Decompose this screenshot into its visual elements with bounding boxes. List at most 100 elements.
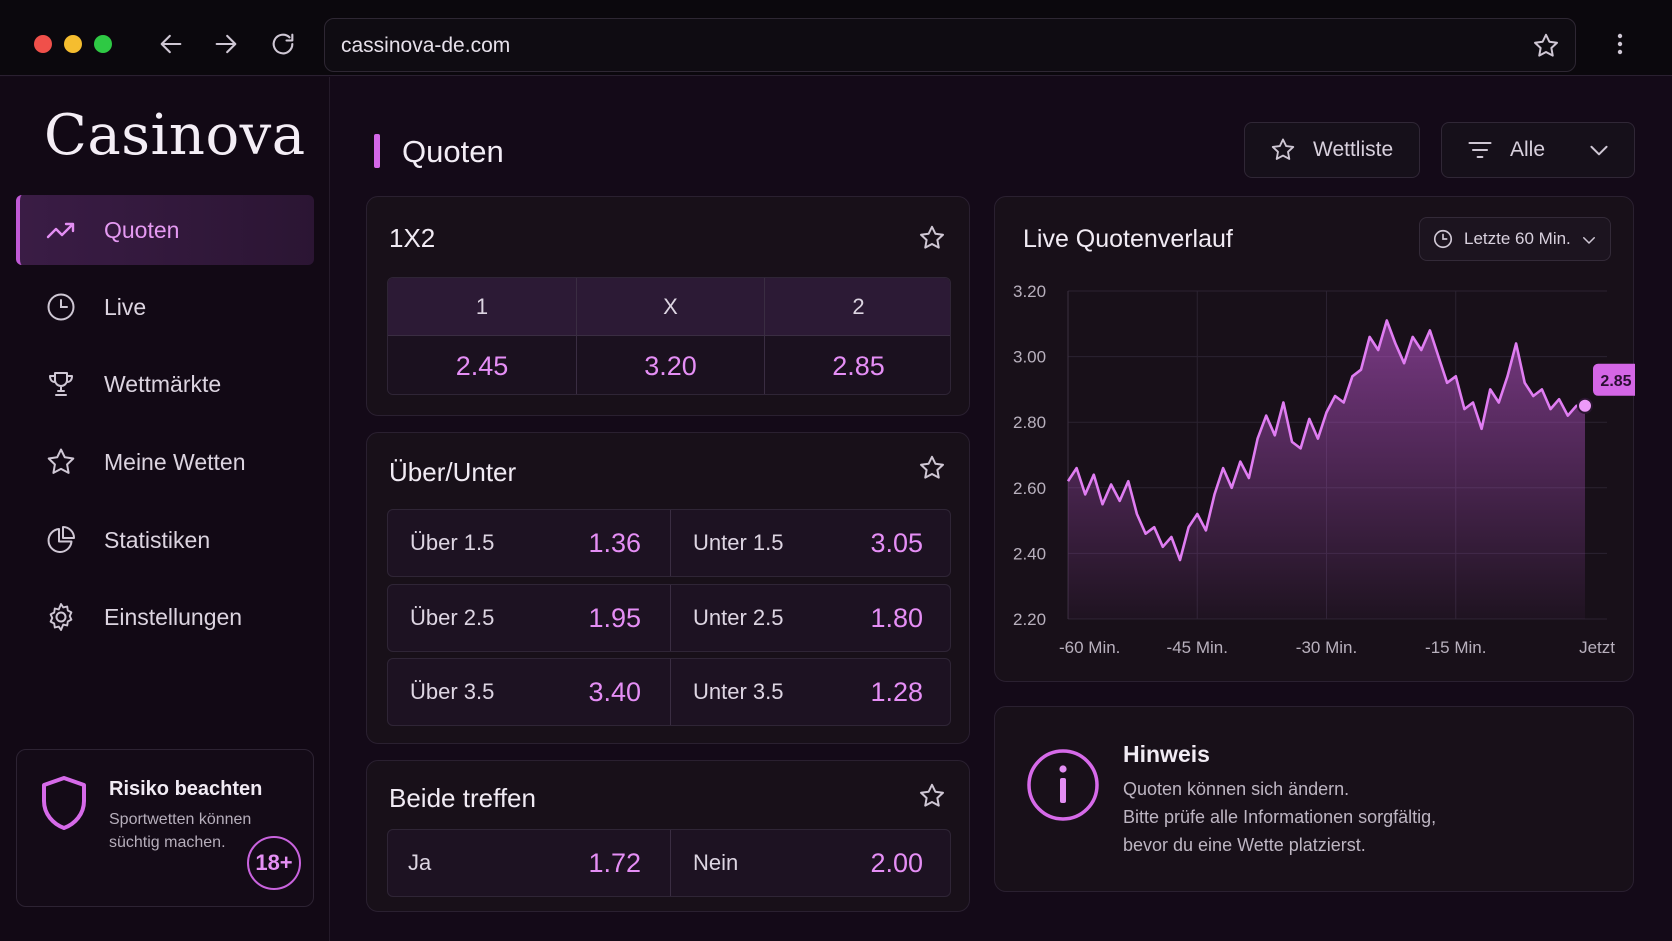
risk-text-line: Sportwetten können <box>109 811 252 828</box>
odds-option-over[interactable]: Über 3.5 3.40 <box>388 659 669 725</box>
x-tick-label: Jetzt <box>1579 638 1615 657</box>
star-icon[interactable] <box>917 223 947 253</box>
notice-line: Quoten können sich ändern. <box>1123 779 1350 799</box>
odds-value: 1.28 <box>870 676 923 707</box>
back-button[interactable] <box>153 26 189 62</box>
notice-line: Bitte prüfe alle Informationen sorgfälti… <box>1123 807 1437 827</box>
sidebar-item-label: Meine Wetten <box>104 448 246 475</box>
y-tick-label: 3.00 <box>1013 348 1046 367</box>
odds-option-2[interactable]: 2 2.85 <box>764 278 950 394</box>
odds-option-over[interactable]: Über 2.5 1.95 <box>388 585 669 651</box>
chevron-down-icon <box>1590 145 1608 156</box>
sidebar-item-label: Statistiken <box>104 526 211 553</box>
y-tick-label: 2.20 <box>1013 610 1046 629</box>
y-tick-label: 2.80 <box>1013 413 1046 432</box>
page-title-accent <box>374 134 380 168</box>
odds-option-1[interactable]: 1 2.45 <box>388 278 576 394</box>
odds-option-over[interactable]: Über 1.5 1.36 <box>388 510 669 576</box>
market-title: Beide treffen <box>389 783 536 813</box>
sidebar-item-meine-wetten[interactable]: Meine Wetten <box>16 427 314 497</box>
pie-chart-icon <box>44 523 78 557</box>
chart-title: Live Quotenverlauf <box>1023 225 1233 253</box>
risk-text: Sportwetten können süchtig machen. <box>109 808 269 854</box>
risk-text-line: süchtig machen. <box>109 834 226 851</box>
x-tick-label: -45 Min. <box>1167 638 1228 657</box>
odds-row: Über 1.5 1.36 Unter 1.5 3.05 <box>387 509 951 577</box>
odds-value: 1.80 <box>870 602 923 633</box>
sidebar-item-label: Live <box>104 293 147 320</box>
reload-button[interactable] <box>265 26 301 62</box>
current-value-point <box>1577 397 1593 414</box>
sidebar-item-quoten[interactable]: Quoten <box>16 195 314 265</box>
arrow-right-icon <box>215 34 237 54</box>
sidebar-item-live[interactable]: Live <box>16 272 314 342</box>
sidebar-item-label: Wettmärkte <box>104 370 222 397</box>
odds-value: 3.40 <box>588 676 641 707</box>
clock-icon <box>44 290 78 324</box>
odds-value: 3.20 <box>577 336 764 394</box>
odds-option-under[interactable]: Unter 1.5 3.05 <box>670 510 951 576</box>
time-range-dropdown[interactable]: Letzte 60 Min. <box>1419 217 1611 261</box>
page-title: Quoten <box>402 134 504 169</box>
series-line <box>1066 319 1585 562</box>
odds-option-label: Unter 3.5 <box>693 679 784 704</box>
odds-row: Ja 1.72 Nein 2.00 <box>387 829 951 897</box>
notice-title: Hinweis <box>1123 741 1210 767</box>
risk-title: Risiko beachten <box>109 778 263 800</box>
brand-logo[interactable]: Casinova <box>44 103 306 168</box>
filter-label: Alle <box>1510 138 1546 161</box>
odds-row: Über 2.5 1.95 Unter 2.5 1.80 <box>387 584 951 652</box>
odds-value: 2.85 <box>765 336 950 394</box>
sidebar-item-einstellungen[interactable]: Einstellungen <box>16 582 314 652</box>
bookmark-star-icon[interactable] <box>1531 31 1561 61</box>
odds-option-label: X <box>577 278 764 336</box>
current-value-badge <box>1593 363 1635 396</box>
more-vertical-icon <box>1617 33 1623 55</box>
star-icon[interactable] <box>917 781 947 811</box>
odds-option-yes[interactable]: Ja 1.72 <box>388 830 669 896</box>
star-icon <box>1271 138 1295 160</box>
watchlist-label: Wettliste <box>1313 138 1394 161</box>
odds-option-under[interactable]: Unter 3.5 1.28 <box>670 659 951 725</box>
odds-grid-1x2: 1 2.45 X 3.20 2 2.85 <box>387 277 951 395</box>
odds-option-label: Nein <box>693 850 739 875</box>
shield-icon <box>42 776 86 830</box>
market-card-over-under: Über/Unter Über 1.5 1.36 Unter 1.5 3.05 … <box>366 432 970 744</box>
close-window-button[interactable] <box>34 35 52 53</box>
odds-option-label: Über 2.5 <box>410 605 495 630</box>
market-card-both-score: Beide treffen Ja 1.72 Nein 2.00 <box>366 760 970 912</box>
market-card-1x2: 1X2 1 2.45 X 3.20 2 2.85 <box>366 196 970 416</box>
star-icon[interactable] <box>917 453 947 483</box>
sidebar-item-statistiken[interactable]: Statistiken <box>16 505 314 575</box>
odds-row: Über 3.5 3.40 Unter 3.5 1.28 <box>387 658 951 726</box>
y-tick-label: 2.60 <box>1013 479 1046 498</box>
market-title: 1X2 <box>389 223 436 253</box>
odds-option-x[interactable]: X 3.20 <box>576 278 764 394</box>
x-tick-label: -60 Min. <box>1059 638 1120 657</box>
notice-line: bevor du eine Wette platzierst. <box>1123 835 1366 855</box>
trophy-icon <box>44 367 78 401</box>
reload-icon <box>272 33 294 55</box>
maximize-window-button[interactable] <box>94 35 112 53</box>
odds-option-under[interactable]: Unter 2.5 1.80 <box>670 585 951 651</box>
star-icon <box>44 445 78 479</box>
odds-value: 1.95 <box>588 602 641 633</box>
watchlist-button[interactable]: Wettliste <box>1244 122 1420 178</box>
browser-menu-button[interactable] <box>1606 26 1634 62</box>
minimize-window-button[interactable] <box>64 35 82 53</box>
sidebar-item-wettmaerkte[interactable]: Wettmärkte <box>16 349 314 419</box>
trending-up-icon <box>44 213 78 247</box>
odds-option-label: Unter 1.5 <box>693 530 784 555</box>
window-controls <box>34 35 112 53</box>
notice-card: Hinweis Quoten können sich ändern. Bitte… <box>994 706 1634 892</box>
address-bar[interactable]: cassinova-de.com <box>324 18 1576 72</box>
forward-button[interactable] <box>208 26 244 62</box>
url-text: cassinova-de.com <box>341 34 511 57</box>
filter-dropdown[interactable]: Alle <box>1441 122 1635 178</box>
odds-option-no[interactable]: Nein 2.00 <box>670 830 951 896</box>
current-value-label: 2.85 <box>1600 373 1631 390</box>
gear-icon <box>44 600 78 634</box>
clock-icon <box>1433 229 1453 249</box>
risk-warning-card: Risiko beachten Sportwetten können sücht… <box>16 749 314 907</box>
series-area <box>1068 320 1585 619</box>
